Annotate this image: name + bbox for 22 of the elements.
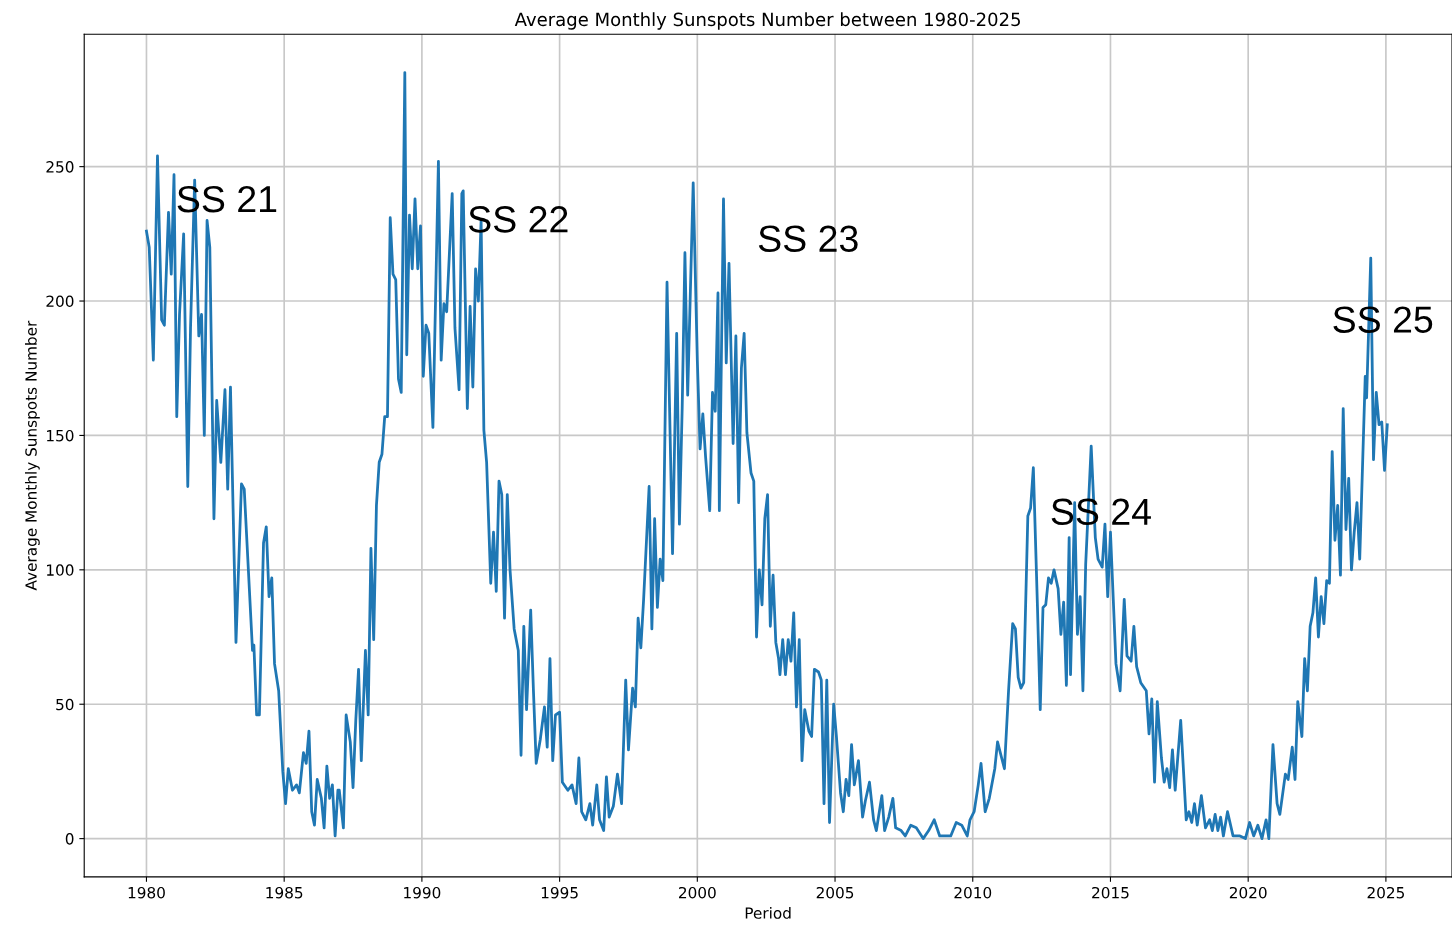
y-tick-label: 50: [56, 698, 74, 711]
chart-title: Average Monthly Sunspots Number between 1980-2025: [514, 12, 1020, 30]
x-tick-label: 1980: [128, 886, 165, 899]
y-tick-label: 250: [46, 161, 74, 173]
x-tick-label: 2025: [1367, 886, 1404, 899]
x-axis-title: Period: [745, 906, 791, 919]
x-tick-label: 2010: [954, 886, 992, 899]
x-tick-label: 2000: [679, 886, 716, 899]
y-tick-label: 100: [47, 564, 74, 576]
annotation: SS 22: [468, 206, 568, 233]
x-tick-label: 1985: [266, 886, 303, 899]
y-axis-title: Average Monthly Sunspots Number: [24, 320, 40, 591]
y-tick-label: 0: [65, 833, 74, 845]
annotation: SS 23: [758, 225, 858, 253]
x-tick-label: 2020: [1229, 886, 1267, 899]
y-tick-label: 200: [46, 295, 74, 308]
x-tick-label: 2005: [816, 886, 854, 899]
y-tick-label: 150: [47, 429, 74, 442]
x-tick-label: 1995: [541, 886, 578, 899]
x-tick-label: 2015: [1092, 886, 1129, 899]
x-tick-label: 1990: [404, 886, 441, 899]
line-series: [145, 71, 1389, 841]
